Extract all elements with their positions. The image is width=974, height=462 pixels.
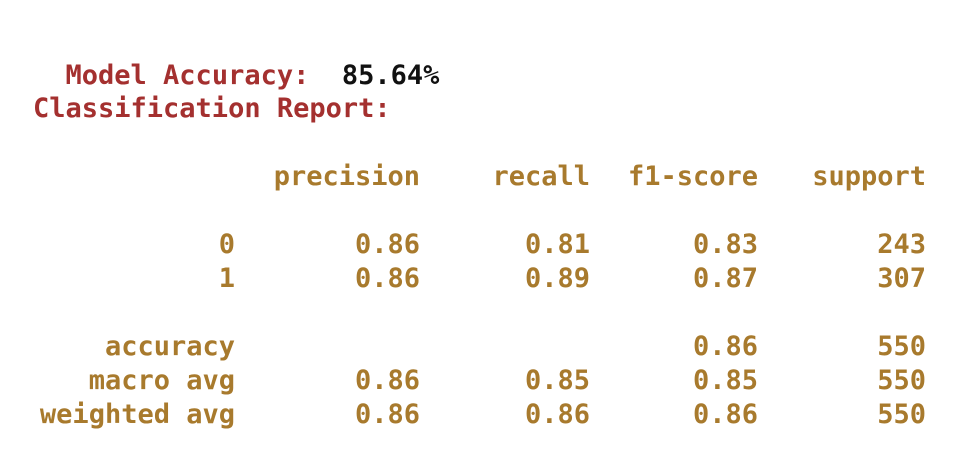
report-title: Classification Report: [33,93,391,124]
row-label: 0 [218,229,235,260]
cell-f1-score: 0.83 [692,229,758,260]
cell-precision: 0.86 [354,365,420,396]
column-header-f1-score: f1-score [627,161,758,192]
accuracy-value: 85.64% [341,60,440,91]
row-label: weighted avg [39,399,235,430]
cell-recall: 0.89 [524,263,590,294]
row-label: accuracy [104,331,235,362]
cell-support: 307 [877,263,926,294]
cell-precision: 0.86 [354,399,420,430]
cell-recall: 0.85 [524,365,590,396]
accuracy-line: Model Accuracy: 85.64% [33,25,440,93]
cell-f1-score: 0.86 [692,331,758,362]
cell-recall: 0.86 [524,399,590,430]
cell-f1-score: 0.87 [692,263,758,294]
column-header-precision: precision [273,161,420,192]
cell-f1-score: 0.86 [692,399,758,430]
row-label: 1 [218,263,235,294]
cell-precision: 0.86 [354,263,420,294]
accuracy-label: Model Accuracy: [65,60,310,91]
cell-recall: 0.81 [524,229,590,260]
cell-f1-score: 0.85 [692,365,758,396]
cell-precision: 0.86 [354,229,420,260]
cell-support: 550 [877,331,926,362]
cell-support: 243 [877,229,926,260]
cell-support: 550 [877,365,926,396]
column-header-support: support [812,161,926,192]
column-header-recall: recall [492,161,590,192]
cell-support: 550 [877,399,926,430]
row-label: macro avg [88,365,235,396]
